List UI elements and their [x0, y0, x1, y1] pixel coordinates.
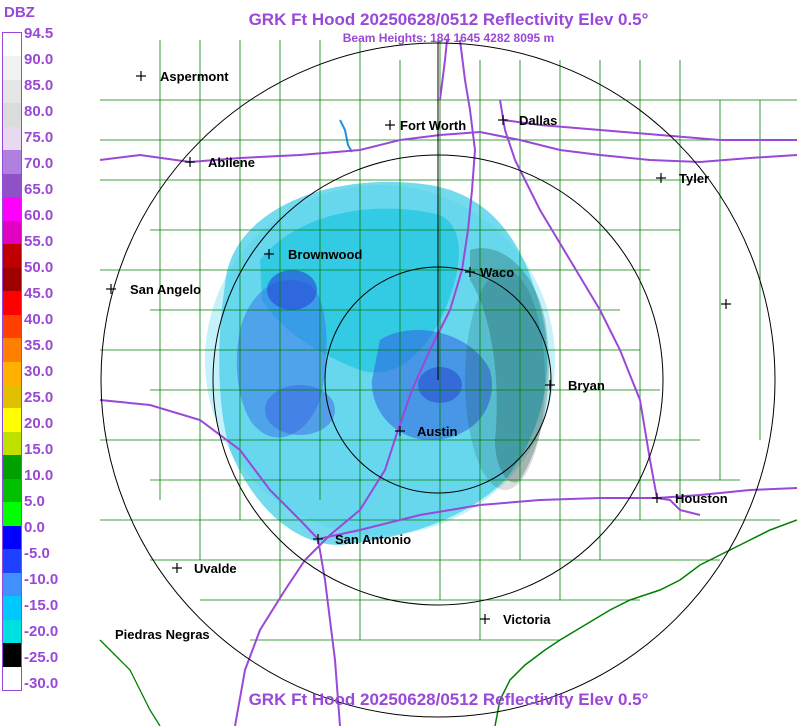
legend-swatch	[3, 314, 21, 339]
legend-swatch	[3, 525, 21, 550]
legend-label: 70.0	[24, 155, 54, 172]
city-marker: Abilene	[185, 155, 255, 170]
legend-swatch	[3, 572, 21, 597]
city-label: Fort Worth	[400, 118, 466, 133]
legend-swatch	[3, 150, 21, 175]
city-label: Bryan	[568, 378, 605, 393]
city-label: Austin	[417, 424, 458, 439]
legend-label: 85.0	[24, 77, 54, 94]
legend-swatch	[3, 173, 21, 198]
piedras-negras-label: Piedras Negras	[115, 627, 210, 642]
legend-label: 5.0	[24, 493, 45, 510]
chart-title-footer: GRK Ft Hood 20250628/0512 Reflectivity E…	[248, 690, 649, 709]
legend-swatch	[3, 455, 21, 480]
city-marker: Aspermont	[136, 69, 229, 84]
beam-heights: Beam Heights: 184 1645 4282 8095 m	[342, 31, 555, 45]
legend-label: 94.5	[24, 25, 54, 42]
legend-swatch	[3, 56, 21, 81]
legend-label: 30.0	[24, 363, 54, 380]
legend-swatch	[3, 197, 21, 222]
legend-label: 55.0	[24, 233, 54, 250]
legend-swatch	[3, 666, 21, 691]
legend-label: 80.0	[24, 103, 54, 120]
legend-swatch	[3, 361, 21, 386]
legend-label: 75.0	[24, 129, 54, 146]
legend-swatch	[3, 596, 21, 621]
legend-swatch	[3, 478, 21, 503]
legend-swatch	[3, 103, 21, 128]
city-label: Abilene	[208, 155, 255, 170]
city-marker: Austin	[395, 424, 458, 439]
city-marker: Bryan	[545, 378, 605, 393]
city-marker: Fort Worth	[385, 118, 466, 133]
legend-swatch	[3, 408, 21, 433]
city-label: Aspermont	[160, 69, 229, 84]
legend-swatch	[3, 549, 21, 574]
city-marker	[721, 299, 731, 309]
legend-label: -10.0	[24, 571, 59, 588]
legend-swatch	[3, 79, 21, 104]
legend-label: 45.0	[24, 285, 54, 302]
gulf-coastline	[494, 519, 797, 726]
legend-label: -25.0	[24, 649, 59, 666]
legend-label: 0.0	[24, 519, 45, 536]
city-label: Dallas	[519, 113, 557, 128]
legend-label: -30.0	[24, 675, 59, 692]
chart-title: GRK Ft Hood 20250628/0512 Reflectivity E…	[248, 10, 649, 29]
city-marker: Dallas	[498, 113, 557, 128]
rio-grande	[99, 639, 161, 726]
city-marker: Houston	[652, 491, 728, 506]
city-marker: San Antonio	[313, 532, 411, 547]
legend-label: 65.0	[24, 181, 54, 198]
legend-swatch	[3, 220, 21, 245]
legend-swatch	[3, 126, 21, 151]
legend-color-bar	[2, 32, 22, 691]
legend-swatch	[3, 384, 21, 409]
city-label: Waco	[480, 265, 514, 280]
range-rings	[100, 40, 776, 718]
interstate-highways	[99, 39, 797, 726]
legend-label: 20.0	[24, 415, 54, 432]
city-label: San Angelo	[130, 282, 201, 297]
legend-swatch	[3, 291, 21, 316]
city-label: San Antonio	[335, 532, 411, 547]
legend-label: 10.0	[24, 467, 54, 484]
legend-label: -5.0	[24, 545, 50, 562]
legend-label: 25.0	[24, 389, 54, 406]
legend-swatch	[3, 431, 21, 456]
legend-swatch	[3, 502, 21, 527]
city-marker: Victoria	[480, 612, 551, 627]
legend-swatch	[3, 33, 21, 57]
legend-label: 60.0	[24, 207, 54, 224]
legend-swatch	[3, 267, 21, 292]
legend-label: 15.0	[24, 441, 54, 458]
city-label: Houston	[675, 491, 728, 506]
city-markers: Aspermont Fort Worth Dallas Abilene Tyler Bro…	[106, 69, 731, 627]
legend-swatch	[3, 619, 21, 644]
legend-label: 35.0	[24, 337, 54, 354]
legend-label: 50.0	[24, 259, 54, 276]
legend-swatch	[3, 244, 21, 269]
legend-label: -20.0	[24, 623, 59, 640]
city-marker: Brownwood	[264, 247, 362, 262]
city-label: Brownwood	[288, 247, 362, 262]
city-marker: Waco	[465, 265, 514, 280]
legend-title: DBZ	[4, 4, 35, 21]
legend-swatch	[3, 338, 21, 362]
city-label: Uvalde	[194, 561, 237, 576]
city-marker: Tyler	[656, 171, 709, 186]
legend-label: 90.0	[24, 51, 54, 68]
city-label: Tyler	[679, 171, 709, 186]
legend-label: 40.0	[24, 311, 54, 328]
legend-swatch	[3, 643, 21, 668]
reflectivity-echoes	[205, 119, 555, 545]
city-marker: San Angelo	[106, 282, 201, 297]
legend-label: -15.0	[24, 597, 59, 614]
city-label: Victoria	[503, 612, 551, 627]
city-marker: Uvalde	[172, 561, 237, 576]
